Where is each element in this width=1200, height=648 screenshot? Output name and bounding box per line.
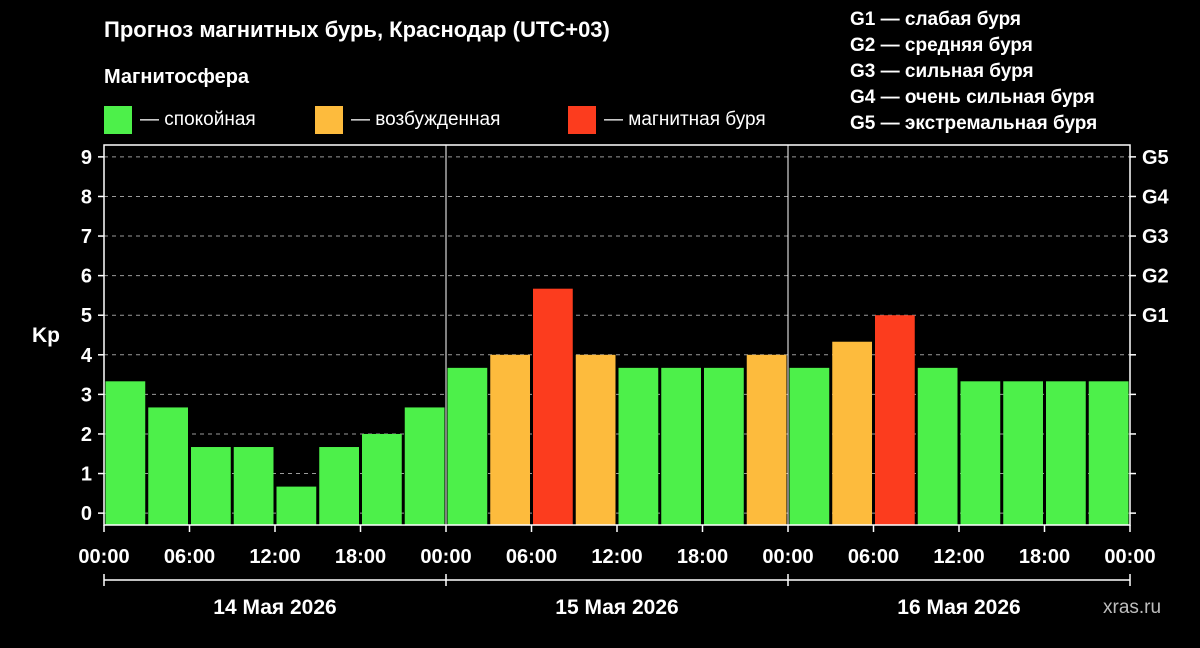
y-tick-label: 1 (81, 464, 92, 486)
x-tick-label: 18:00 (335, 546, 386, 568)
x-tick-label: 06:00 (848, 546, 899, 568)
right-tick-label: G5 (1142, 147, 1169, 169)
kp-bar (533, 288, 573, 525)
x-tick-label: 18:00 (1019, 546, 1070, 568)
kp-bar (875, 315, 915, 525)
kp-bar (618, 367, 659, 525)
kp-bar (447, 367, 488, 525)
x-tick-label: 00:00 (762, 546, 813, 568)
y-tick-label: 9 (81, 147, 92, 169)
x-tick-label: 00:00 (1104, 546, 1155, 568)
y-tick-label: 6 (81, 266, 92, 288)
legend-item-active: — возбужденная (315, 106, 500, 134)
kp-bar (575, 354, 616, 525)
storm-level-g2: G2 — средняя буря (850, 35, 1033, 56)
storm-level-g3: G3 — сильная буря (850, 61, 1034, 82)
kp-bar (233, 447, 274, 525)
kp-bar (661, 367, 701, 525)
x-tick-label: 12:00 (249, 546, 300, 568)
right-tick-label: G1 (1142, 305, 1169, 327)
kp-bar (148, 407, 188, 525)
y-tick-label: 3 (81, 384, 92, 406)
day-label: 14 Мая 2026 (213, 596, 336, 619)
x-tick-label: 12:00 (933, 546, 984, 568)
legend-item-quiet: — спокойная (104, 106, 256, 134)
legend-item-storm: — магнитная буря (568, 106, 766, 134)
y-tick-label: 0 (81, 503, 92, 525)
kp-bar (746, 354, 787, 525)
day-label: 15 Мая 2026 (555, 596, 678, 619)
kp-bar (1088, 381, 1129, 525)
legend-title: Магнитосфера (104, 66, 250, 88)
watermark: xras.ru (1103, 597, 1162, 618)
legend-label-quiet: — спокойная (140, 109, 256, 130)
right-tick-label: G2 (1142, 266, 1169, 288)
legend-swatch-storm (568, 106, 596, 134)
y-tick-label: 7 (81, 226, 92, 248)
kp-bar (1046, 381, 1086, 525)
y-tick-label: 4 (81, 345, 93, 367)
storm-level-g4: G4 — очень сильная буря (850, 87, 1095, 108)
legend-swatch-quiet (104, 106, 132, 134)
y-tick-label: 5 (81, 305, 92, 327)
x-tick-label: 18:00 (677, 546, 728, 568)
x-tick-label: 00:00 (420, 546, 471, 568)
x-tick-label: 06:00 (164, 546, 215, 568)
kp-bar (832, 341, 872, 525)
x-tick-label: 06:00 (506, 546, 557, 568)
y-tick-label: 8 (81, 186, 92, 208)
kp-bar (319, 447, 359, 525)
right-tick-label: G3 (1142, 226, 1169, 248)
kp-bar (490, 354, 530, 525)
kp-bar (276, 486, 317, 525)
legend-swatch-active (315, 106, 343, 134)
x-tick-label: 00:00 (78, 546, 129, 568)
kp-bar (704, 367, 744, 525)
storm-level-g5: G5 — экстремальная буря (850, 113, 1098, 134)
kp-bar (404, 407, 445, 525)
chart-title: Прогноз магнитных бурь, Краснодар (UTC+0… (104, 17, 610, 42)
y-axis-label: Kp (32, 324, 60, 347)
kp-bar (1003, 381, 1043, 525)
legend-label-storm: — магнитная буря (604, 109, 766, 130)
kp-bar (960, 381, 1001, 525)
x-tick-label: 12:00 (591, 546, 642, 568)
right-tick-label: G4 (1142, 186, 1170, 208)
kp-bar (789, 367, 830, 525)
y-tick-label: 2 (81, 424, 92, 446)
kp-bar (362, 433, 402, 525)
kp-bar (917, 367, 958, 525)
kp-bar (105, 381, 146, 525)
storm-level-g1: G1 — слабая буря (850, 9, 1022, 30)
day-label: 16 Мая 2026 (897, 596, 1020, 619)
legend-label-active: — возбужденная (351, 109, 501, 130)
kp-bar (191, 447, 231, 525)
